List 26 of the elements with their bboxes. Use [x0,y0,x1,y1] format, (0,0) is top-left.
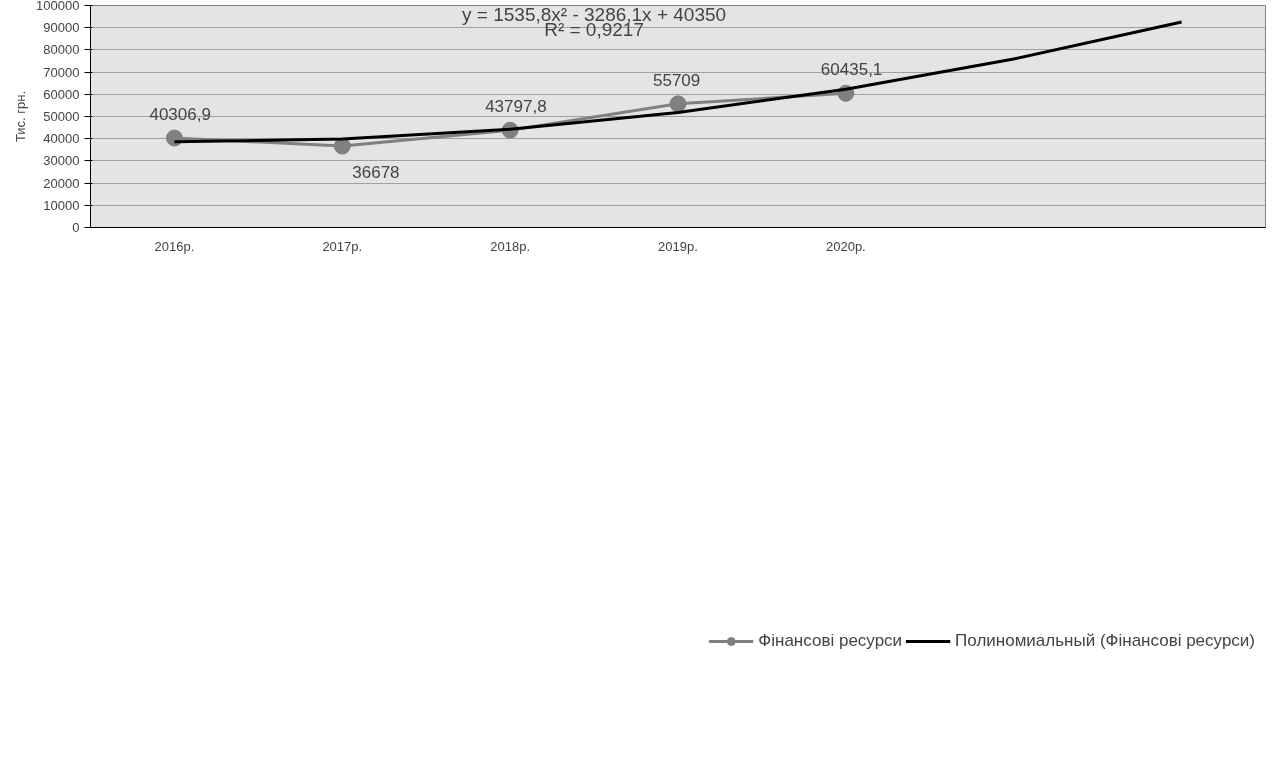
x-tick-label: 2019р. [658,238,698,254]
point [333,137,351,155]
y-tick-label: 60000 [43,86,80,102]
y-tick-label: 40000 [43,131,80,147]
y-tick-label: 30000 [43,153,80,169]
x-tick-label: 2018р. [490,238,531,254]
y-tick-label: 10000 [43,197,80,213]
data-label: 36678 [352,163,400,183]
data-label: 60435,1 [820,60,883,80]
point [669,95,687,113]
y-tick-label: 90000 [43,20,80,36]
y-tick-label: 50000 [43,109,80,124]
x-tick-label: 2016р. [154,238,195,254]
y-axis-title: Тис. грн. [13,90,29,143]
legend-label: Полиномиальный (Фінансові ресурси) [955,631,1255,651]
data-label: 55709 [653,70,701,90]
y-tick-label: 70000 [43,64,80,80]
y-tick-label: 100000 [36,0,80,13]
y-tick-label: 0 [72,220,80,235]
y-tick-label: 80000 [43,42,80,58]
legend-label: Фінансові ресурси [758,631,903,651]
y-tick-label: 20000 [43,175,80,191]
x-tick-label: 2017р. [322,238,363,254]
data-label: 40306,9 [149,105,211,125]
data-label: 43797,8 [485,97,547,117]
x-tick-label: 2020р. [825,238,866,254]
